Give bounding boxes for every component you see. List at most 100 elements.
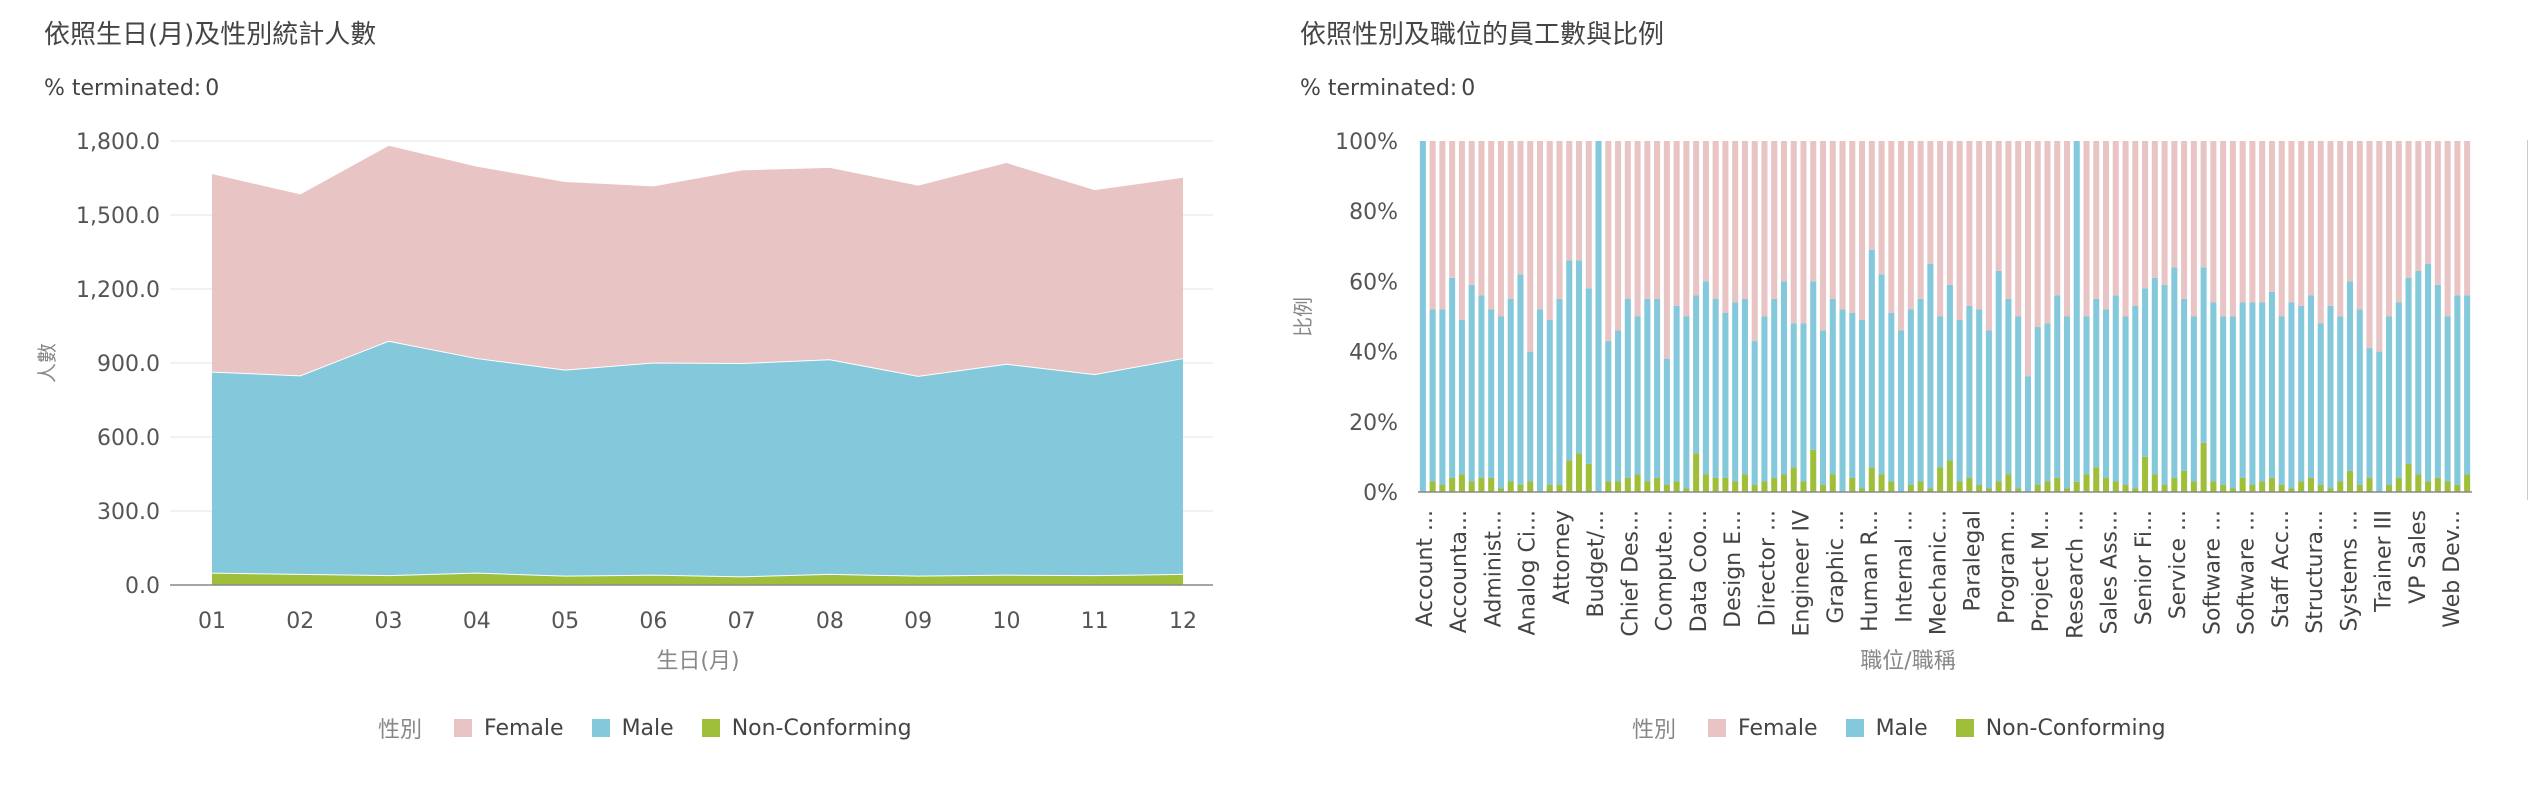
bar-segment-male [1536, 309, 1544, 492]
bar-segment-female [1976, 141, 1983, 310]
bar-segment-nonconforming [1429, 481, 1436, 492]
bar-segment-nonconforming [1615, 481, 1622, 492]
bar-segment-male [2415, 270, 2422, 475]
bar-segment-nonconforming [1517, 484, 1524, 492]
bar-segment-female [1536, 141, 1544, 310]
bar-segment-male [1800, 323, 1807, 482]
bar-segment-female [1673, 141, 1680, 306]
legend-item-nonconforming[interactable]: Non-Conforming [701, 716, 912, 741]
bar-segment-female [1556, 141, 1563, 299]
bar-segment-female [2015, 141, 2022, 317]
bar-segment-nonconforming [1878, 474, 1885, 492]
y-tick-label: 60% [1349, 270, 1398, 295]
bar-segment-female [2425, 141, 2432, 264]
x-tick-label: 07 [728, 609, 756, 634]
bar-segment-female [2093, 141, 2100, 299]
y-tick-label: 0.0 [125, 574, 160, 599]
bar-segment-male [2444, 316, 2451, 482]
bar-segment-female [1780, 141, 1787, 282]
bar-segment-female [2034, 141, 2041, 328]
x-tick-label: 05 [551, 609, 579, 634]
bar-segment-male [1624, 298, 1631, 478]
y-tick-label: 600.0 [97, 426, 160, 451]
y-tick-label: 80% [1349, 200, 1398, 225]
chart-title: 依照生日(月)及性別統計人數 [44, 20, 377, 50]
bar-segment-nonconforming [2425, 481, 2432, 492]
bar-segment-nonconforming [1800, 481, 1807, 492]
bar-segment-nonconforming [2464, 474, 2471, 492]
bar-segment-male [1907, 309, 1914, 485]
bar-segment-male [2015, 316, 2022, 489]
bar-segment-male [1839, 309, 1846, 492]
bar-segment-male [1693, 295, 1700, 454]
legend-item-male[interactable]: Male [1845, 716, 1928, 741]
legend-item-male[interactable]: Male [591, 715, 674, 741]
bar-segment-male [2063, 316, 2071, 489]
bar-segment-nonconforming [2454, 484, 2461, 492]
bar-segment-female [2346, 141, 2354, 282]
bar-segment-female [2415, 141, 2422, 271]
bar-segment-male [2200, 267, 2207, 443]
bar-segment-nonconforming [1556, 484, 1563, 492]
bar-segment-male [1458, 320, 1465, 475]
bar-segment-male [2054, 295, 2061, 478]
bar-segment-male [1712, 298, 1719, 478]
bar-segment-male [1878, 274, 1885, 475]
bar-segment-female [1585, 141, 1592, 289]
bar-segment-male [2288, 302, 2295, 489]
x-tick-label: Software ... [2200, 510, 2225, 635]
bar-segment-nonconforming [2317, 484, 2324, 492]
bar-segment-female [2405, 141, 2412, 278]
x-tick-label: 11 [1081, 609, 1109, 634]
x-tick-label: Research ... [2063, 510, 2088, 639]
x-tick-label: Engineer IV [1790, 510, 1815, 637]
bar-segment-female [2395, 141, 2402, 303]
bar-segment-nonconforming [1673, 481, 1680, 492]
x-tick-label: Human R... [1858, 510, 1883, 632]
x-tick-label: Graphic ... [1824, 510, 1849, 624]
bar-segment-female [1663, 141, 1670, 359]
legend-item-nonconforming[interactable]: Non-Conforming [1955, 716, 2166, 741]
y-tick-label: 900.0 [97, 352, 160, 377]
bar-segment-nonconforming [1976, 484, 1983, 492]
x-tick-label: Software ... [2235, 510, 2260, 635]
bar-segment-female [1878, 141, 1885, 275]
bar-segment-male [2307, 295, 2314, 478]
legend-item-female[interactable]: Female [454, 716, 564, 741]
bar-segment-nonconforming [1907, 484, 1914, 492]
bar-segment-male [2434, 284, 2441, 478]
bar-segment-male [1780, 281, 1787, 475]
bar-segment-nonconforming [2327, 488, 2334, 492]
bar-segment-male [1449, 277, 1456, 478]
bar-segment-nonconforming [2268, 477, 2275, 492]
bar-segment-male [1419, 141, 1426, 492]
bar-segment-female [1771, 141, 1778, 299]
x-tick-label: Compute... [1653, 510, 1678, 631]
bar-segment-male [2425, 263, 2432, 482]
y-tick-label: 100% [1335, 130, 1398, 155]
bar-segment-nonconforming [2112, 481, 2119, 492]
bar-segment-female [1819, 141, 1827, 331]
bar-segment-female [2278, 141, 2285, 317]
bar-segment-female [1741, 141, 1748, 299]
bar-segment-nonconforming [1946, 460, 1953, 492]
bar-segment-female [1722, 141, 1729, 313]
legend-swatch-nonconforming [1955, 719, 1974, 737]
bar-segment-female [2054, 141, 2061, 296]
bar-segment-female [1761, 141, 1768, 317]
filter-label: % terminated: [44, 76, 202, 101]
bar-segment-nonconforming [1985, 488, 1992, 492]
legend-label: Male [621, 715, 674, 741]
bar-segment-male [2103, 309, 2110, 478]
bar-segment-nonconforming [1468, 481, 1475, 492]
bar-segment-nonconforming [1546, 484, 1553, 492]
bar-segment-female [2307, 141, 2314, 296]
y-tick-label: 1,800.0 [76, 130, 160, 155]
bar-segment-female [2132, 141, 2139, 306]
x-tick-label: 04 [463, 609, 491, 634]
bar-segment-female [1517, 141, 1524, 275]
legend-item-female[interactable]: Female [1708, 716, 1818, 741]
bar-segment-female [1654, 141, 1661, 299]
bar-segment-nonconforming [2366, 477, 2373, 492]
legend-title: 性別 [1632, 718, 1677, 743]
